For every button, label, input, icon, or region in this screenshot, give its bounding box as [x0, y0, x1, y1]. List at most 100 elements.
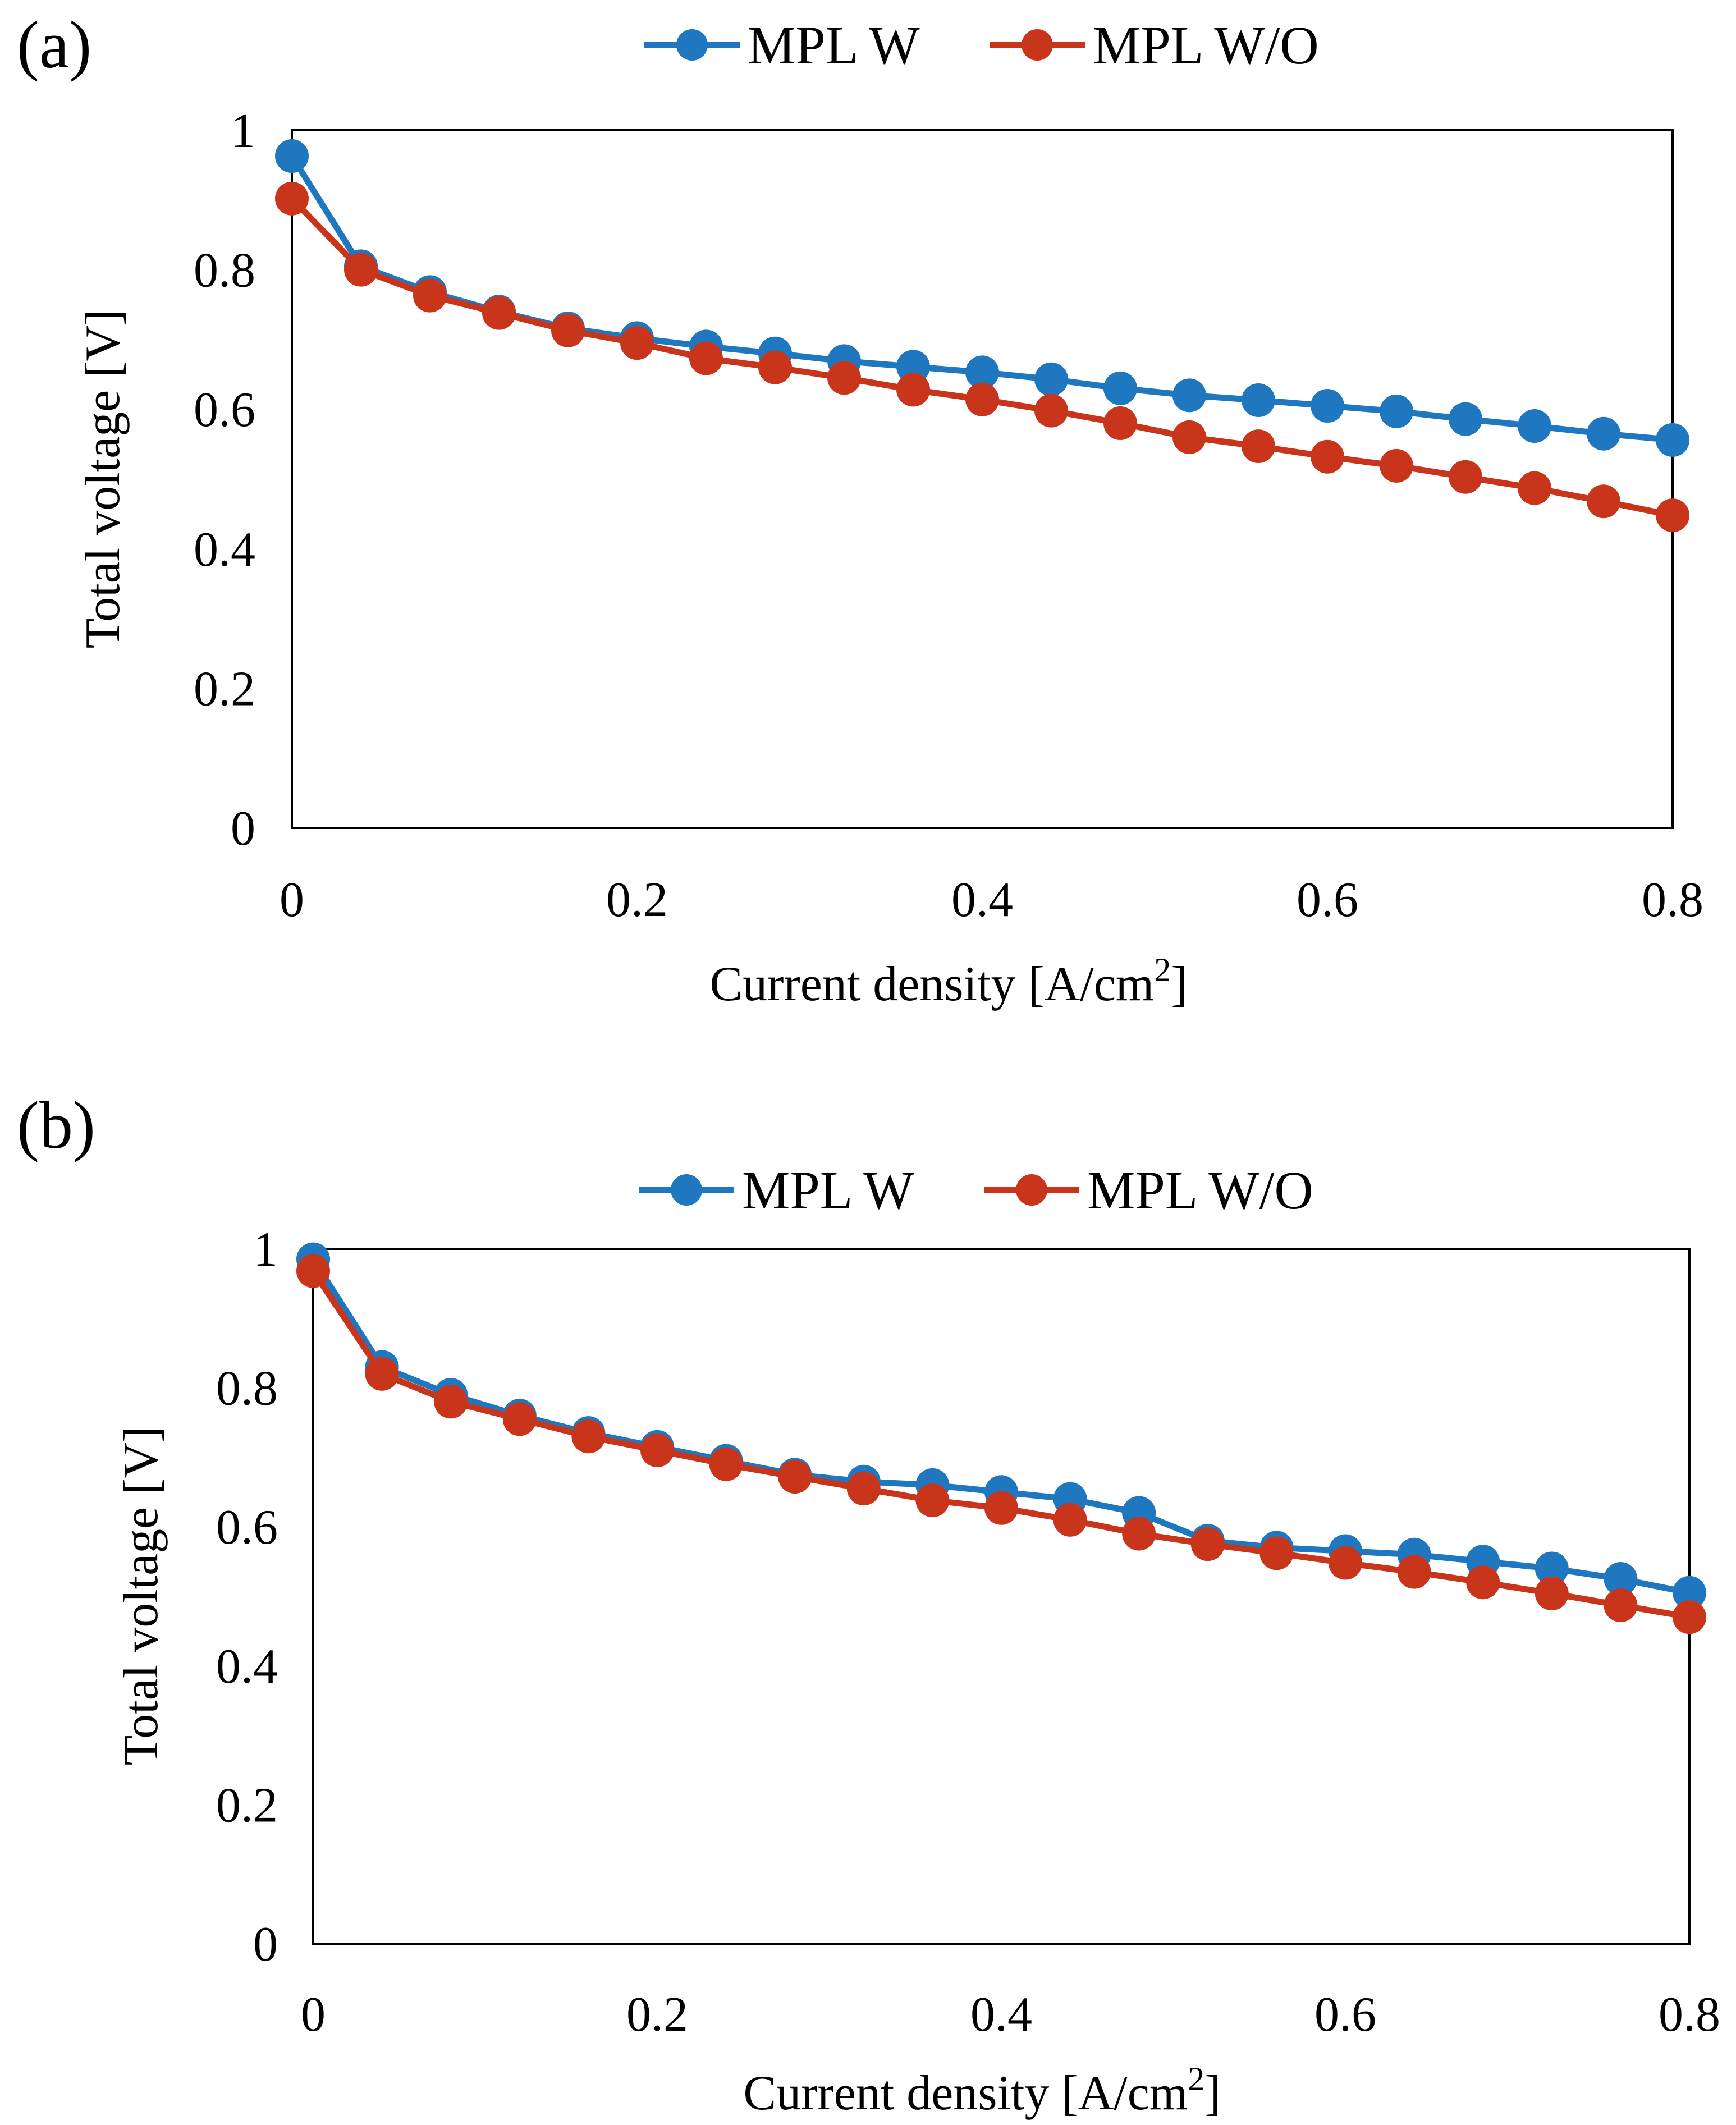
legend-marker-mpl-wo-a	[1022, 29, 1053, 61]
data-point-mpl-w-o-b-13	[1190, 1527, 1225, 1561]
data-point-mpl-w-o-b-0	[296, 1254, 330, 1288]
x-tick-label-a-1: 0.2	[606, 873, 668, 927]
data-point-mpl-w-o-a-8	[827, 361, 861, 395]
legend-label-mpl-wo-a: MPL W/O	[1093, 15, 1319, 75]
data-point-mpl-w-o-a-0	[275, 181, 309, 216]
data-point-mpl-w-o-b-14	[1259, 1536, 1294, 1570]
data-point-mpl-w-b-20	[1673, 1576, 1706, 1610]
data-point-mpl-w-o-b-8	[846, 1472, 881, 1506]
legend-marker-mpl-wo-b	[1016, 1174, 1047, 1206]
x-tick-label-a-4: 0.8	[1642, 873, 1703, 927]
x-tick-label-b-3: 0.6	[1314, 1987, 1376, 2042]
data-point-mpl-w-o-a-10	[965, 382, 999, 416]
data-point-mpl-w-a-13	[1172, 378, 1206, 413]
data-point-mpl-w-o-a-14	[1242, 429, 1275, 464]
data-point-mpl-w-a-10	[965, 355, 999, 390]
data-point-mpl-w-o-a-12	[1103, 406, 1137, 441]
data-point-mpl-w-o-b-12	[1122, 1517, 1156, 1551]
panel-label-a: (a)	[17, 7, 91, 82]
x-tick-labels-b: 0 0.2 0.4 0.6 0.8	[301, 1987, 1720, 2042]
x-axis-title-b: Current density [A/cm2]	[743, 2060, 1221, 2121]
legend-b: MPL W MPL W/O	[639, 1160, 1313, 1220]
y-tick-label-b-2: 0.4	[216, 1639, 278, 1694]
y-tick-label-b-1: 0.2	[216, 1778, 278, 1833]
legend-label-mpl-wo-b: MPL W/O	[1087, 1160, 1313, 1220]
y-tick-labels-a: 0 0.2 0.4 0.6 0.8 1	[194, 104, 255, 856]
data-point-mpl-w-o-a-6	[689, 341, 723, 375]
legend-marker-mpl-w-b	[671, 1174, 702, 1206]
data-point-mpl-w-o-a-7	[758, 350, 792, 384]
chart-panel-a: (a) MPL W MPL W/O 0 0.2 0.4 0.6 0.8 1 0 0.2 0.4…	[17, 7, 1703, 1011]
data-point-mpl-w-a-15	[1311, 388, 1344, 423]
data-point-mpl-w-o-a-17	[1449, 460, 1482, 494]
data-point-mpl-w-a-12	[1103, 371, 1137, 405]
data-point-mpl-w-a-9	[896, 350, 930, 384]
legend-entry-mpl-w-a: MPL W	[644, 15, 920, 75]
data-point-mpl-w-o-a-20	[1656, 498, 1689, 533]
data-point-mpl-w-a-16	[1380, 394, 1413, 428]
x-tick-label-b-0: 0	[301, 1987, 326, 2042]
series-layer-a	[275, 139, 1689, 533]
data-point-mpl-w-a-17	[1449, 402, 1482, 436]
data-point-mpl-w-a-18	[1518, 409, 1551, 443]
x-tick-label-b-1: 0.2	[626, 1987, 688, 2042]
y-tick-label-a-1: 0.2	[194, 662, 255, 716]
data-point-mpl-w-o-a-9	[896, 373, 930, 407]
y-tick-labels-b: 0 0.2 0.4 0.6 0.8 1	[216, 1222, 278, 1972]
x-tick-label-a-0: 0	[280, 873, 304, 927]
data-point-mpl-w-o-a-19	[1587, 484, 1620, 519]
y-tick-label-b-5: 1	[253, 1222, 278, 1277]
data-point-mpl-w-b-18	[1535, 1551, 1569, 1586]
chart-panel-b: (b) MPL W MPL W/O 0 0.2 0.4 0.6 0.8 1 0 0.2 0.4…	[17, 1088, 1720, 2121]
y-tick-label-a-5: 1	[231, 104, 255, 158]
data-point-mpl-w-o-b-10	[984, 1491, 1018, 1525]
x-axis-title-end-b: ]	[1204, 2066, 1221, 2121]
data-point-mpl-w-a-19	[1587, 416, 1620, 451]
legend-label-mpl-w-a: MPL W	[748, 15, 920, 75]
data-point-mpl-w-o-b-15	[1329, 1546, 1362, 1580]
data-point-mpl-w-o-a-3	[482, 296, 516, 330]
y-axis-title-b: Total voltage [V]	[114, 1426, 168, 1766]
legend-label-mpl-w-b: MPL W	[742, 1160, 914, 1220]
x-tick-labels-a: 0 0.2 0.4 0.6 0.8	[280, 873, 1703, 927]
data-point-mpl-w-o-b-20	[1673, 1600, 1706, 1634]
data-point-mpl-w-o-a-11	[1034, 393, 1068, 428]
data-point-mpl-w-a-11	[1034, 362, 1068, 396]
y-tick-label-a-0: 0	[231, 802, 255, 856]
data-point-mpl-w-o-b-4	[571, 1419, 606, 1454]
x-axis-title-end-a: ]	[1171, 957, 1187, 1011]
data-point-mpl-w-o-b-18	[1535, 1577, 1569, 1611]
data-point-mpl-w-o-a-15	[1311, 439, 1344, 474]
data-point-mpl-w-o-b-9	[915, 1483, 950, 1518]
y-tick-label-a-3: 0.6	[194, 383, 255, 437]
x-axis-title-sup-a: 2	[1154, 951, 1171, 988]
plot-area-a	[291, 129, 1674, 829]
y-tick-label-a-2: 0.4	[194, 523, 255, 577]
data-point-mpl-w-o-a-2	[413, 278, 447, 313]
data-point-mpl-w-a-20	[1656, 423, 1689, 457]
data-point-mpl-w-o-b-11	[1053, 1503, 1087, 1537]
x-axis-title-text-a: Current density [A/cm	[709, 957, 1154, 1011]
data-point-mpl-w-o-b-19	[1604, 1588, 1638, 1623]
data-point-mpl-w-o-b-17	[1466, 1565, 1500, 1600]
y-tick-label-a-4: 0.8	[194, 244, 255, 298]
x-tick-label-b-4: 0.8	[1659, 1987, 1720, 2042]
x-axis-title-sup-b: 2	[1188, 2060, 1204, 2097]
data-point-mpl-w-o-b-7	[778, 1460, 812, 1494]
data-point-mpl-w-b-19	[1604, 1562, 1638, 1596]
x-tick-label-b-2: 0.4	[970, 1987, 1032, 2042]
legend-entry-mpl-w-b: MPL W	[639, 1160, 914, 1220]
data-point-mpl-w-o-b-2	[434, 1385, 468, 1419]
data-point-mpl-w-o-a-13	[1172, 420, 1206, 454]
series-layer-b	[296, 1242, 1706, 1634]
data-point-mpl-w-o-b-3	[502, 1402, 537, 1436]
data-point-mpl-w-a-14	[1242, 383, 1275, 418]
y-tick-label-b-3: 0.6	[216, 1500, 278, 1555]
y-tick-label-b-4: 0.8	[216, 1362, 278, 1416]
data-point-mpl-w-o-b-6	[709, 1447, 743, 1481]
legend-marker-mpl-w-a	[676, 29, 708, 61]
data-point-mpl-w-o-b-1	[365, 1357, 399, 1391]
panel-label-b: (b)	[17, 1088, 95, 1162]
